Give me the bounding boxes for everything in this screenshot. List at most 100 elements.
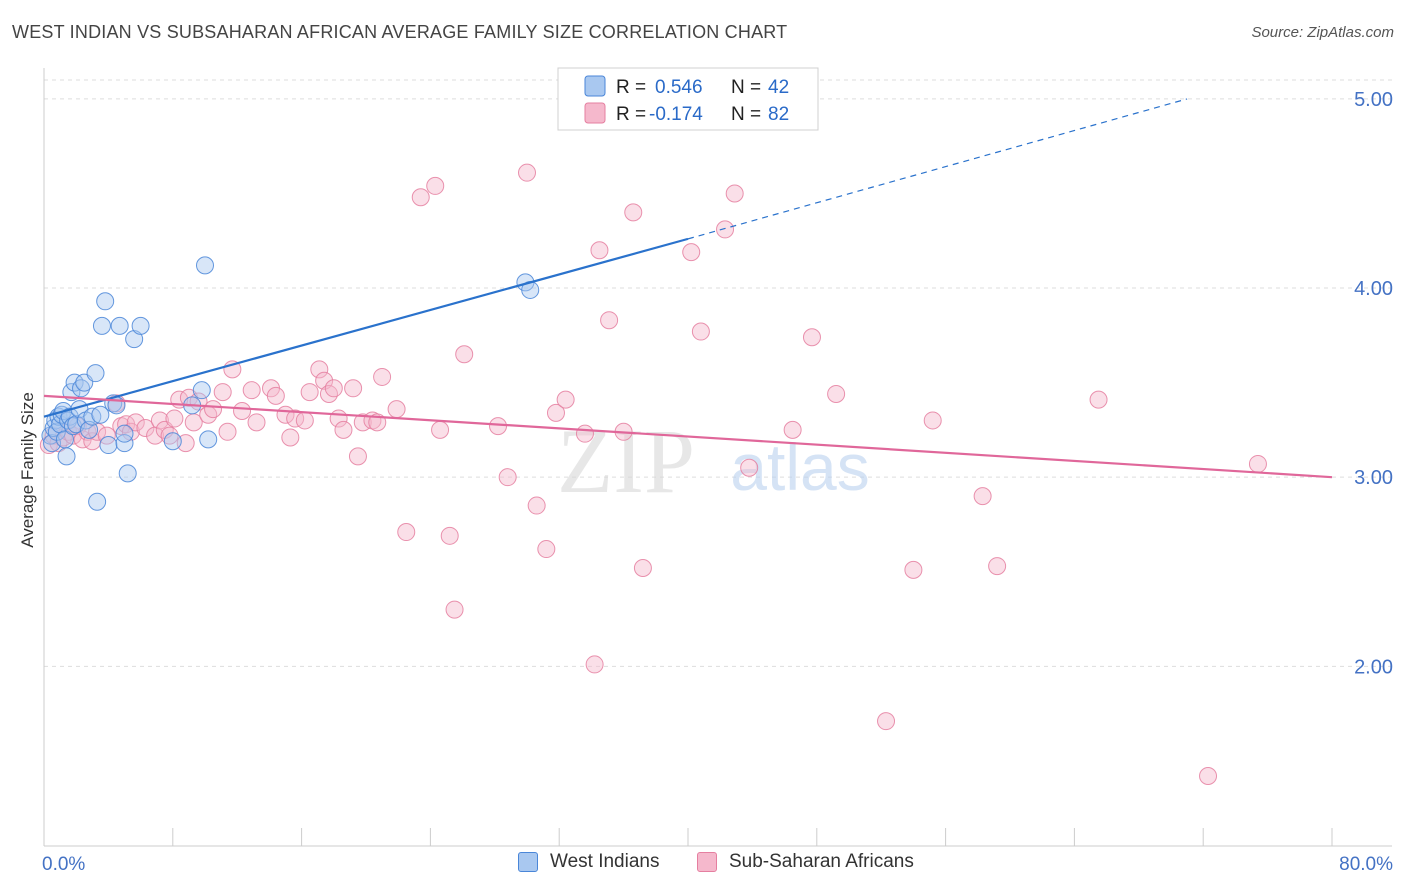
data-point-west-indians xyxy=(88,492,107,511)
data-point-subsaharan xyxy=(150,411,169,430)
data-point-subsaharan xyxy=(537,540,556,559)
trend-line-subsaharan xyxy=(43,394,1333,479)
data-point-west-indians xyxy=(125,330,144,349)
data-point-subsaharan xyxy=(904,560,923,579)
legend-label-west-indians: West Indians xyxy=(550,851,660,872)
data-point-subsaharan xyxy=(300,383,319,402)
legend-swatch-west-indians xyxy=(518,852,538,872)
data-point-subsaharan xyxy=(440,526,459,545)
data-point-subsaharan xyxy=(624,203,643,222)
y-tick-labels: 2.00 3.00 4.00 5.00 xyxy=(1354,89,1393,678)
legend-swatch-subsaharan xyxy=(697,852,717,872)
legend-n-label: N = xyxy=(731,104,761,125)
legend-n-value: 82 xyxy=(768,104,789,125)
data-point-subsaharan xyxy=(1248,454,1267,473)
data-point-subsaharan xyxy=(923,411,942,430)
data-point-subsaharan xyxy=(266,386,285,405)
data-point-subsaharan xyxy=(783,420,802,439)
data-point-subsaharan xyxy=(633,558,652,577)
data-point-subsaharan xyxy=(827,384,846,403)
data-point-subsaharan xyxy=(877,712,896,731)
data-point-subsaharan xyxy=(397,523,416,542)
data-point-subsaharan xyxy=(575,424,594,443)
x-tick-label-min: 0.0% xyxy=(42,854,85,875)
y-axis-label: Average Family Size xyxy=(18,392,37,548)
data-point-west-indians xyxy=(96,292,115,311)
grid-lines xyxy=(44,79,1392,667)
data-point-subsaharan xyxy=(431,420,450,439)
data-point-subsaharan xyxy=(691,322,710,341)
data-point-subsaharan xyxy=(160,426,179,445)
data-point-subsaharan xyxy=(165,409,184,428)
data-point-west-indians xyxy=(163,432,182,451)
trend-lines xyxy=(43,98,1333,479)
legend-r-label: R = xyxy=(616,104,646,125)
y-tick-label: 4.00 xyxy=(1354,278,1393,300)
data-point-west-indians xyxy=(115,434,134,453)
series-west-indians-points xyxy=(41,256,540,511)
axes xyxy=(43,68,1392,847)
data-point-subsaharan xyxy=(213,383,232,402)
y-tick-label: 2.00 xyxy=(1354,656,1393,678)
data-point-subsaharan xyxy=(242,381,261,400)
data-point-subsaharan xyxy=(121,422,140,441)
legend-item-west-indians: West Indians xyxy=(518,851,659,873)
data-point-subsaharan xyxy=(315,371,334,390)
data-point-subsaharan xyxy=(1199,767,1218,786)
y-tick-label: 3.00 xyxy=(1354,467,1393,489)
data-point-subsaharan xyxy=(740,458,759,477)
data-point-subsaharan xyxy=(324,379,343,398)
data-point-west-indians xyxy=(57,447,76,466)
legend-n-label: N = xyxy=(731,77,761,98)
watermark: ZIP atlas xyxy=(557,410,870,512)
data-point-subsaharan xyxy=(725,184,744,203)
data-point-west-indians xyxy=(91,405,110,424)
data-point-subsaharan xyxy=(455,345,474,364)
legend-n-value: 42 xyxy=(768,77,789,98)
data-point-west-indians xyxy=(131,316,150,335)
data-point-subsaharan xyxy=(988,557,1007,576)
data-point-subsaharan xyxy=(373,367,392,386)
data-point-subsaharan xyxy=(310,360,329,379)
legend-bottom: West Indians Sub-Saharan Africans xyxy=(0,851,1406,877)
data-point-subsaharan xyxy=(590,241,609,260)
legend-r-label: R = xyxy=(616,77,646,98)
data-point-west-indians xyxy=(115,424,134,443)
data-point-west-indians xyxy=(199,430,218,449)
data-point-subsaharan xyxy=(344,379,363,398)
data-point-subsaharan xyxy=(281,428,300,447)
watermark-atlas: atlas xyxy=(730,430,869,504)
legend-top: R = 0.546 N = 42 R = -0.174 N = 82 xyxy=(557,67,819,131)
data-point-subsaharan xyxy=(498,468,517,487)
data-point-subsaharan xyxy=(411,188,430,207)
data-point-subsaharan xyxy=(426,176,445,195)
data-point-west-indians xyxy=(80,420,99,439)
data-point-subsaharan xyxy=(348,447,367,466)
data-point-west-indians xyxy=(99,436,118,455)
data-point-subsaharan xyxy=(295,411,314,430)
trend-line-west-indians xyxy=(43,237,689,418)
data-point-subsaharan xyxy=(445,600,464,619)
data-point-subsaharan xyxy=(973,487,992,506)
data-point-subsaharan xyxy=(233,401,252,420)
data-point-west-indians xyxy=(110,316,129,335)
legend-r-value: -0.174 xyxy=(649,104,703,125)
y-tick-label: 5.00 xyxy=(1354,89,1393,111)
data-point-west-indians xyxy=(196,256,214,275)
x-tick-labels: 0.0% 80.0% xyxy=(42,854,1393,875)
data-point-west-indians xyxy=(86,364,105,383)
data-point-subsaharan xyxy=(204,400,223,419)
data-point-subsaharan xyxy=(716,220,735,239)
source-label: Source: ZipAtlas.com xyxy=(1251,24,1394,41)
legend-label-subsaharan: Sub-Saharan Africans xyxy=(729,851,914,872)
data-point-subsaharan xyxy=(1089,390,1108,409)
data-point-subsaharan xyxy=(527,496,546,515)
data-point-subsaharan xyxy=(546,403,565,422)
data-point-west-indians xyxy=(192,381,211,400)
legend-swatch-west-indians xyxy=(584,75,606,97)
data-point-west-indians xyxy=(118,464,137,483)
chart-title: WEST INDIAN VS SUBSAHARAN AFRICAN AVERAG… xyxy=(12,22,788,42)
data-point-subsaharan xyxy=(387,400,406,419)
data-point-subsaharan xyxy=(218,422,237,441)
